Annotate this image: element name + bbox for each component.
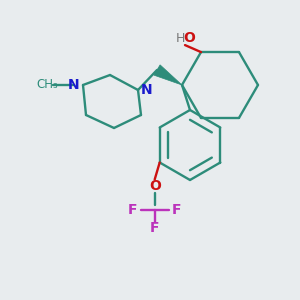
Text: N: N (68, 78, 80, 92)
Text: F: F (150, 220, 159, 235)
Text: H: H (175, 32, 185, 45)
Text: O: O (149, 178, 161, 193)
Text: O: O (183, 31, 195, 45)
Polygon shape (154, 65, 182, 85)
Text: N: N (141, 83, 153, 97)
Text: F: F (128, 202, 137, 217)
Text: F: F (172, 202, 182, 217)
Text: CH₃: CH₃ (36, 79, 58, 92)
